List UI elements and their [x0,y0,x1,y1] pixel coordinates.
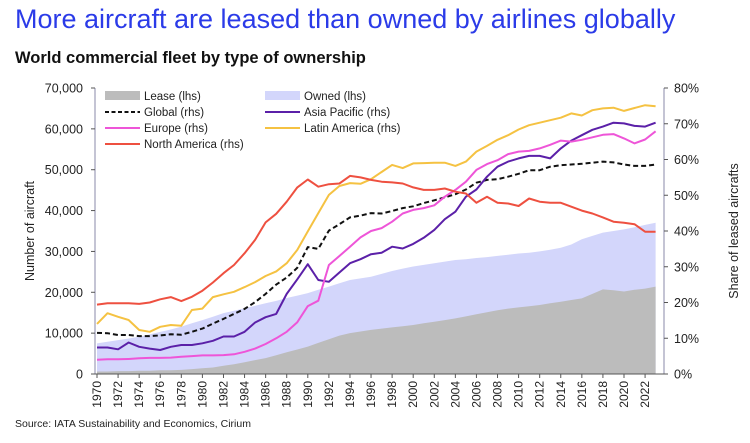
x-tick-label: 2002 [427,381,441,408]
x-tick-label: 2010 [512,381,526,408]
x-tick-label: 2006 [469,381,483,408]
x-tick-label: 2012 [533,381,547,408]
line-layer [96,104,657,361]
lease-legend-label: Lease (lhs) [144,91,201,103]
page-title: More aircraft are leased than owned by a… [15,4,676,34]
asia-pacific-legend-label: Asia Pacific (rhs) [304,107,390,119]
x-tick-label: 2020 [617,381,631,408]
right-tick-label: 60% [674,153,699,167]
x-tick-label: 1984 [238,381,252,408]
left-tick-label: 10,000 [45,327,83,341]
x-tick-label: 1992 [322,381,336,408]
left-axis-title: Number of aircraft [23,180,37,281]
left-tick-label: 30,000 [45,245,83,259]
x-tick-label: 1978 [174,381,188,408]
owned-legend-swatch [265,91,300,100]
asia-pacific-line [97,121,656,351]
left-tick-label: 60,000 [45,122,83,136]
x-tick-label: 1980 [195,381,209,408]
global-legend-label: Global (rhs) [144,107,204,119]
left-tick-label: 0 [76,368,83,382]
area-layer [97,222,656,374]
right-tick-label: 10% [674,332,699,346]
left-tick-label: 70,000 [45,82,83,96]
x-tick-label: 1970 [90,381,104,408]
x-tick-label: 1982 [216,381,230,408]
latin-america-line [96,104,656,333]
right-tick-label: 70% [674,117,699,131]
left-tick-label: 20,000 [45,286,83,300]
north-america-legend-label: North America (rhs) [144,139,244,151]
x-tick-label: 1998 [385,381,399,408]
x-tick-label: 2018 [596,381,610,408]
x-tick-label: 2008 [491,381,505,408]
right-axis-title: Share of leased aircrafts [727,163,741,299]
x-tick-label: 2014 [554,381,568,408]
x-tick-label: 1990 [301,381,315,408]
source-note: Source: IATA Sustainability and Economic… [15,418,251,430]
x-tick-label: 2022 [638,381,652,408]
x-tick-label: 1986 [259,381,273,408]
right-tick-label: 40% [674,225,699,239]
lease-area [97,286,656,374]
north-america-line [96,174,656,306]
right-tick-label: 50% [674,189,699,203]
right-tick-label: 30% [674,260,699,274]
right-tick-label: 80% [674,82,699,96]
x-tick-label: 2004 [448,381,462,408]
x-tick-label: 1972 [111,381,125,408]
left-tick-label: 50,000 [45,163,83,177]
x-tick-label: 1974 [132,381,146,408]
europe-legend-label: Europe (rhs) [144,123,208,135]
right-tick-label: 0% [674,368,692,382]
left-tick-label: 40,000 [45,204,83,218]
chart-subtitle: World commercial fleet by type of owners… [15,49,366,67]
x-tick-label: 1976 [153,381,167,408]
x-tick-label: 2000 [406,381,420,408]
legend: Lease (lhs) Owned (lhs) Global (rhs) Asia P… [105,91,401,151]
latin-america-legend-label: Latin America (rhs) [304,123,401,135]
x-tick-label: 1988 [280,381,294,408]
x-tick-label: 1996 [364,381,378,408]
right-tick-label: 20% [674,296,699,310]
lease-legend-swatch [105,91,140,100]
x-tick-label: 2016 [575,381,589,408]
x-tick-label: 1994 [343,381,357,408]
owned-legend-label: Owned (lhs) [304,91,366,103]
europe-line [96,130,657,361]
axes-layer: 0 10,000 20,000 30,000 40,000 50,000 60,000 70,… [45,82,699,408]
global-line [96,160,656,338]
